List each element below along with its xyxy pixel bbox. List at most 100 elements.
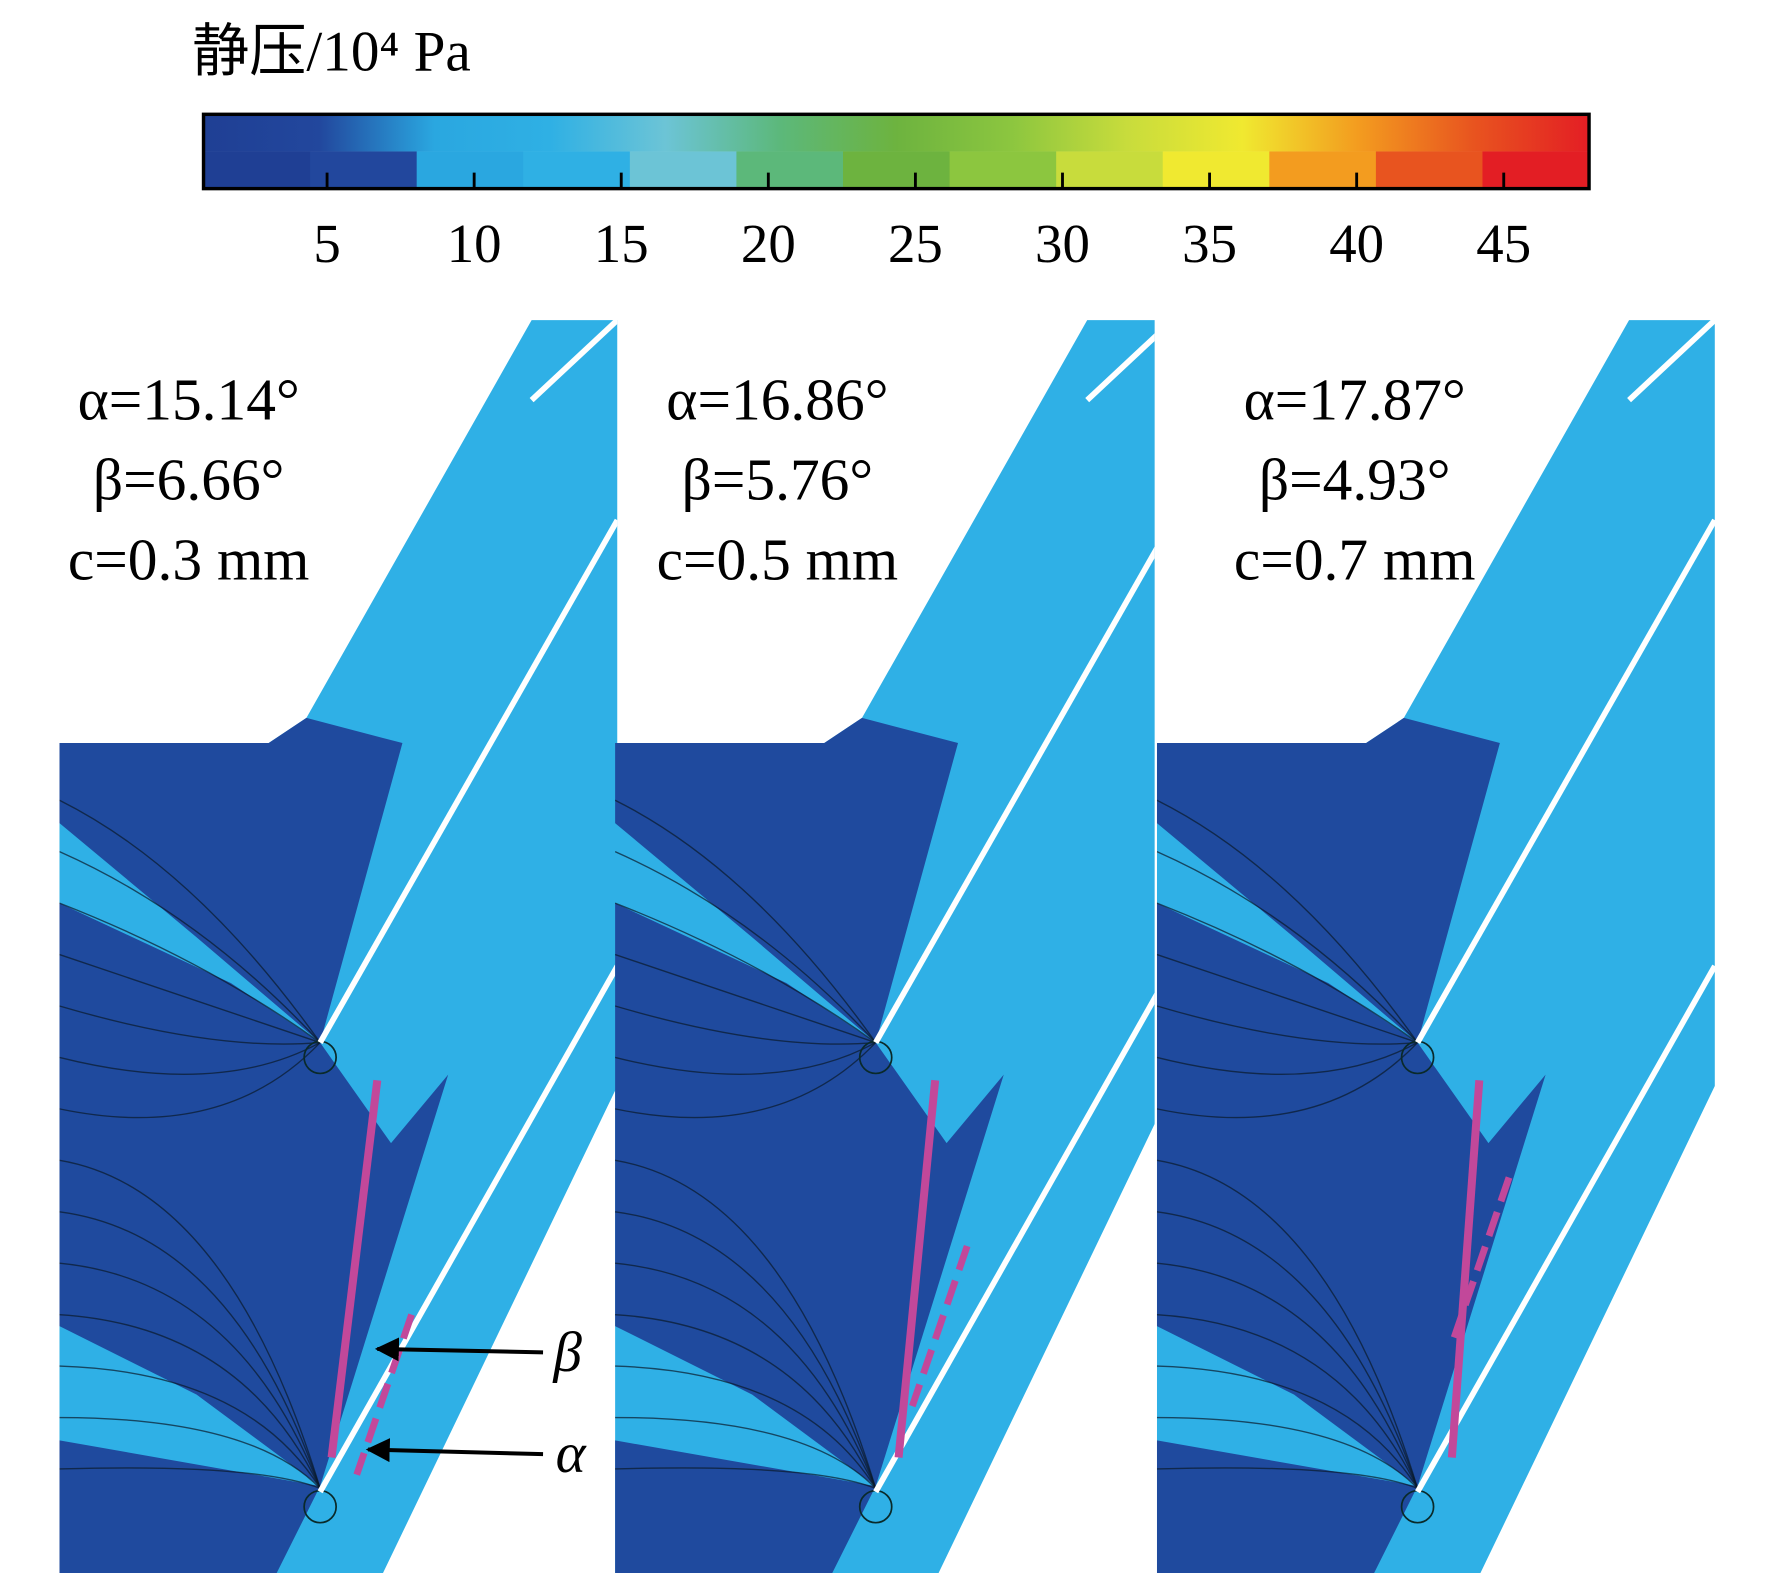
low-pressure-region <box>59 717 403 1043</box>
contour-line <box>59 1313 321 1489</box>
flow-angle-line <box>1447 1080 1484 1458</box>
contour-line <box>59 953 321 1044</box>
contour-line <box>59 1262 321 1489</box>
low-pressure-region <box>59 903 449 1487</box>
alpha-label: α=16.86° <box>666 366 888 432</box>
contour-line <box>1156 1262 1419 1489</box>
colorbar-tick-label: 30 <box>1035 213 1090 274</box>
colorbar-band <box>416 151 524 189</box>
contour-line <box>615 1313 877 1489</box>
clearance-label: c=0.3 mm <box>68 527 310 593</box>
blade <box>1415 964 1718 1494</box>
contour-line <box>615 1416 877 1489</box>
blade <box>873 546 1155 1044</box>
panel <box>615 320 1155 1573</box>
arrow-label: β <box>552 1321 582 1384</box>
flow-angle-line <box>327 1079 382 1459</box>
colorbar-tick-label: 45 <box>1476 213 1531 274</box>
colorbar-band <box>203 151 311 189</box>
contour-line <box>59 1005 321 1045</box>
colorbar-title: 静压/10⁴ Pa <box>192 20 471 83</box>
arrow <box>374 1337 544 1362</box>
contour-line <box>1156 1313 1419 1489</box>
panel <box>59 317 618 1573</box>
colorbar-tick-label: 10 <box>447 213 502 274</box>
contour-line <box>615 1005 876 1045</box>
contour-line <box>615 851 877 1044</box>
colorbar-top <box>203 114 1590 152</box>
low-pressure-region <box>1156 1440 1418 1573</box>
contour-line <box>59 1416 321 1489</box>
contour-line <box>1156 953 1418 1044</box>
contour-line <box>1156 1211 1419 1489</box>
contour-line <box>1156 1159 1419 1489</box>
contour-line <box>615 1042 877 1119</box>
contour-line <box>1156 1042 1419 1119</box>
contour-line <box>615 902 877 1044</box>
colorbar-tick-label: 20 <box>741 213 796 274</box>
contour-line <box>59 1467 321 1490</box>
alpha-label: α=17.87° <box>1244 366 1466 432</box>
colorbar-band <box>949 151 1057 189</box>
contour-line <box>1156 1005 1418 1045</box>
contour-line <box>59 902 321 1044</box>
contour-line <box>1156 851 1419 1044</box>
contour-line <box>615 1262 877 1489</box>
clearance-label: c=0.5 mm <box>657 527 899 593</box>
contour-line <box>615 1159 877 1489</box>
blade <box>873 992 1155 1494</box>
blade-angle-line <box>1450 1176 1513 1339</box>
blade <box>1627 317 1717 403</box>
colorbar-tick-label: 5 <box>313 213 340 274</box>
contour-line <box>1156 902 1418 1044</box>
colorbar-tick-label: 15 <box>594 213 649 274</box>
contour-line <box>59 1365 321 1489</box>
colorbar-tick-label: 25 <box>888 213 943 274</box>
contour-line <box>615 1211 877 1489</box>
contour-line <box>1156 1467 1418 1490</box>
colorbar-band <box>1482 151 1590 189</box>
blade-angle-line <box>909 1244 971 1408</box>
contour-line <box>1156 1365 1419 1489</box>
contour-line <box>59 1159 321 1489</box>
colorbar-band <box>736 151 844 189</box>
beta-label: β=5.76° <box>682 446 874 512</box>
blade <box>1415 518 1718 1044</box>
contour-line <box>1156 1416 1419 1489</box>
colorbar-frame <box>201 112 1591 191</box>
contour-line <box>615 799 877 1043</box>
low-pressure-region <box>615 1440 876 1573</box>
contour-line <box>59 1042 321 1119</box>
beta-label: β=4.93° <box>1259 446 1451 512</box>
contour-line <box>59 1041 321 1075</box>
contour-line <box>615 1365 877 1489</box>
flow-angle-line <box>894 1079 940 1458</box>
beta-label: β=6.66° <box>93 446 285 512</box>
colorbar-band <box>842 151 951 189</box>
contour-line <box>1156 1041 1418 1075</box>
low-pressure-region <box>1156 717 1500 1043</box>
blade <box>1085 333 1155 403</box>
low-pressure-region <box>1156 903 1546 1487</box>
contour-line <box>59 851 321 1044</box>
contour-line <box>1156 799 1419 1043</box>
contour-line <box>615 1467 876 1490</box>
colorbar-band <box>629 151 737 189</box>
arrow <box>365 1438 544 1463</box>
colorbar-tick-label: 40 <box>1329 213 1384 274</box>
contour-line <box>59 799 321 1043</box>
contour-line <box>615 1041 877 1075</box>
colorbar-band <box>1056 151 1164 189</box>
blade <box>529 317 618 403</box>
contour-line <box>615 953 876 1044</box>
arrow-label: α <box>556 1422 587 1485</box>
colorbar-tick-label: 35 <box>1182 213 1237 274</box>
colorbar-band <box>523 151 631 189</box>
colorbar-band <box>1269 151 1377 189</box>
low-pressure-region <box>615 717 959 1043</box>
clearance-label: c=0.7 mm <box>1234 527 1476 593</box>
contour-line <box>59 1211 321 1489</box>
blade <box>317 518 618 1044</box>
